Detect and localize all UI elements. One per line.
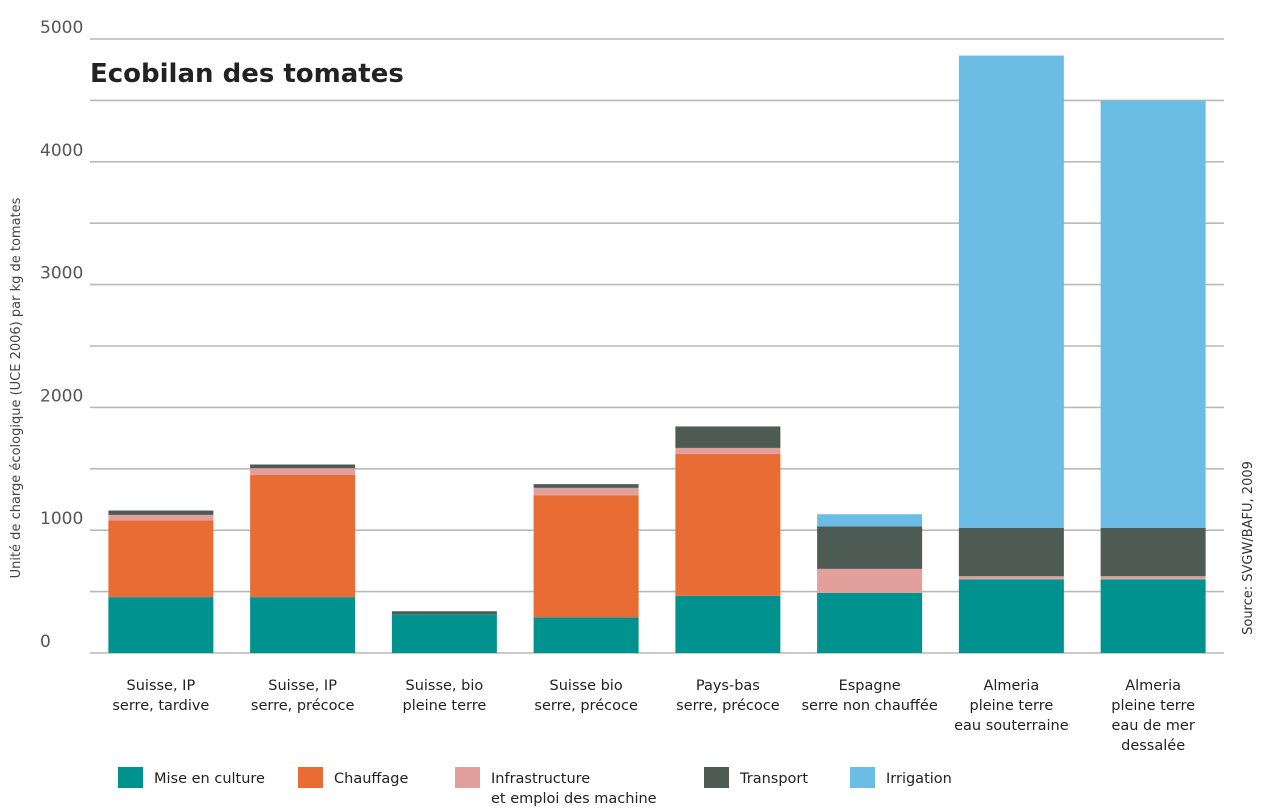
legend-label: Transport — [739, 771, 808, 787]
bar-segment — [958, 55, 1064, 528]
x-tick-label: Almeria — [1125, 678, 1181, 694]
bar-segment — [958, 576, 1064, 580]
y-axis-label: Unité de charge écologique (UCE 2006) pa… — [9, 197, 24, 578]
source-note: Source: SVGW/BAFU, 2009 — [1241, 461, 1256, 635]
bar-segment — [958, 527, 1064, 577]
bar-segment — [675, 447, 781, 455]
x-tick-label: serre, précoce — [534, 698, 638, 714]
bar-segment — [533, 495, 639, 618]
x-tick-label: serre non chauffée — [801, 698, 937, 714]
bar-segment — [108, 514, 214, 521]
legend-swatch — [704, 767, 729, 788]
bar-segment — [1100, 527, 1206, 577]
legend-label: Irrigation — [886, 771, 952, 787]
x-tick-label: Pays-bas — [696, 678, 760, 694]
bar-segment — [1100, 100, 1206, 528]
bar-segment — [250, 468, 356, 475]
legend-label: Chauffage — [334, 771, 408, 787]
bar-segment — [1100, 576, 1206, 580]
bar-segment — [391, 614, 497, 653]
x-tick-label: serre, tardive — [112, 698, 209, 714]
y-axis-ticks: 0 1000 2000 3000 4000 5000 — [40, 18, 83, 652]
x-tick-label: Suisse, bio — [405, 678, 483, 694]
x-tick-label: dessalée — [1121, 738, 1185, 754]
bar-segment — [675, 595, 781, 653]
x-axis-labels: Suisse, IP serre, tardive Suisse, IP serre,… — [112, 678, 1195, 754]
y-tick-label: 5000 — [40, 18, 83, 38]
bar-segment — [250, 597, 356, 653]
x-tick-label: pleine terre — [402, 698, 486, 714]
bar-segment — [1100, 579, 1206, 653]
x-tick-label: eau souterraine — [954, 718, 1069, 734]
bar-segment — [817, 568, 923, 593]
bar-segment — [675, 426, 781, 448]
legend-label: Infrastructure — [491, 771, 590, 787]
legend-swatch — [298, 767, 323, 788]
legend-swatch — [455, 767, 480, 788]
bar-segment — [817, 514, 923, 527]
y-tick-label: 2000 — [40, 386, 83, 406]
legend-swatch — [850, 767, 875, 788]
legend-label-line2: et emploi des machine — [491, 791, 657, 807]
x-tick-label: serre, précoce — [676, 698, 780, 714]
bar-segment — [250, 464, 356, 469]
bar-segment — [675, 454, 781, 596]
bars — [108, 55, 1206, 653]
x-tick-label: Espagne — [839, 678, 901, 694]
legend-label: Mise en culture — [154, 771, 265, 787]
x-tick-label: pleine terre — [1111, 698, 1195, 714]
bar-segment — [108, 520, 214, 598]
bar-segment — [533, 487, 639, 496]
legend: Mise en culture Chauffage Infrastructure et… — [118, 767, 952, 807]
bar-segment — [108, 597, 214, 653]
x-tick-label: eau de mer — [1111, 718, 1194, 734]
chart-title: Ecobilan des tomates — [90, 59, 404, 89]
bar-segment — [817, 526, 923, 569]
x-tick-label: serre, précoce — [251, 698, 355, 714]
bar-segment — [391, 611, 497, 615]
bar-segment — [108, 510, 214, 515]
bar-segment — [958, 579, 1064, 653]
bar-segment — [533, 484, 639, 488]
y-tick-label: 4000 — [40, 141, 83, 161]
y-tick-label: 0 — [40, 632, 51, 652]
bar-segment — [533, 617, 639, 653]
x-tick-label: pleine terre — [969, 698, 1053, 714]
y-tick-label: 1000 — [40, 509, 83, 529]
y-tick-label: 3000 — [40, 264, 83, 284]
x-tick-label: Suisse, IP — [268, 678, 337, 694]
bar-segment — [250, 474, 356, 598]
bar-segment — [817, 592, 923, 653]
legend-swatch — [118, 767, 143, 788]
x-tick-label: Suisse, IP — [127, 678, 196, 694]
x-tick-label: Suisse bio — [550, 678, 623, 694]
x-tick-label: Almeria — [983, 678, 1039, 694]
